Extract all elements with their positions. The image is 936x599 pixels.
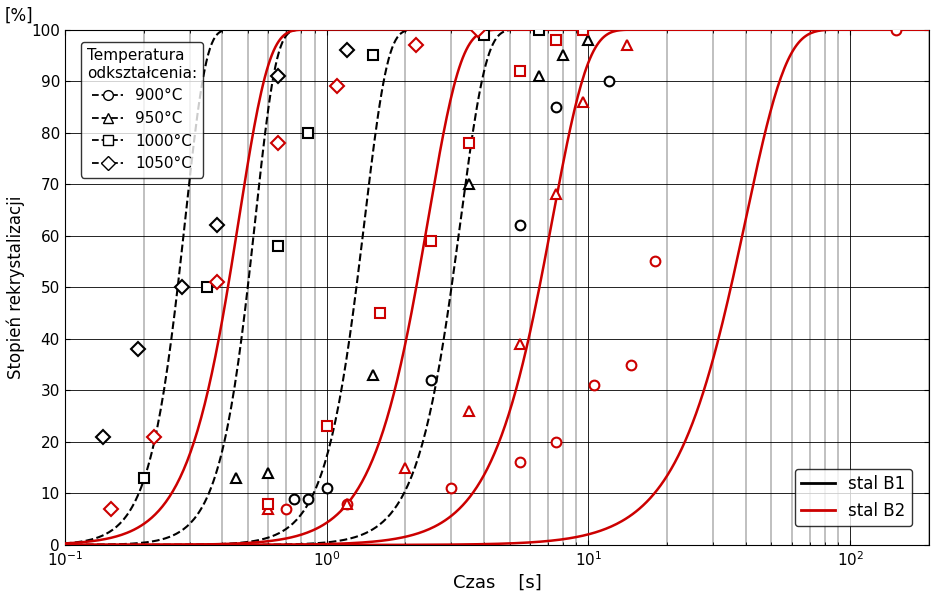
X-axis label: Czas    [s]: Czas [s] — [452, 574, 541, 592]
Legend: 900°C, 950°C, 1000°C, 1050°C: 900°C, 950°C, 1000°C, 1050°C — [81, 43, 203, 177]
Y-axis label: Stopień rekrystalizacji: Stopień rekrystalizacji — [7, 195, 25, 379]
Text: [%]: [%] — [5, 7, 33, 25]
